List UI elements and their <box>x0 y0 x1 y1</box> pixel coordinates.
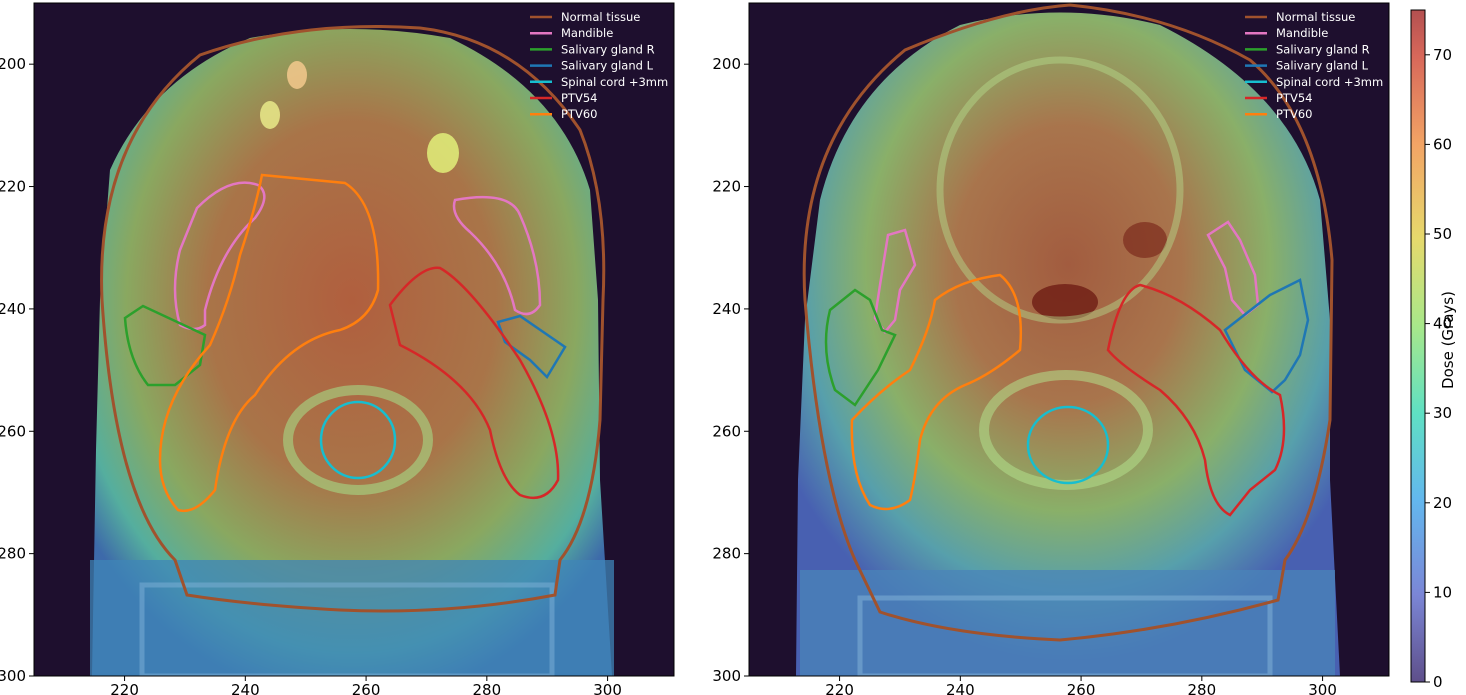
right-lower-band <box>800 570 1335 676</box>
x-tick-label: 280 <box>473 681 502 695</box>
right-contour-salivary-gland-r <box>824 288 897 407</box>
x-tick-label: 260 <box>1067 681 1096 695</box>
right-contour-ptv54 <box>1106 283 1286 517</box>
left-bone-spot <box>260 101 280 129</box>
left-contour-mandible <box>173 181 266 331</box>
colorbar-label: Dose (Grays) <box>1439 291 1457 389</box>
legend-entry: Spinal cord +3mm <box>1276 75 1383 89</box>
left-x-ticks: 220 240 260 280 300 <box>110 676 622 695</box>
y-tick-label: 280 <box>712 545 741 563</box>
x-tick-label: 220 <box>110 681 139 695</box>
legend-entry: Salivary gland L <box>1276 59 1369 73</box>
left-contour-salivary-gland-l <box>496 314 567 380</box>
right-vertebra <box>979 370 1153 490</box>
left-y-ticks: 200 220 240 260 280 300 <box>0 55 34 685</box>
left-contour-ptv60 <box>158 173 380 513</box>
right-legend: Normal tissue Mandible Salivary gland R Sal… <box>1245 10 1383 121</box>
colorbar-tick-label: 20 <box>1433 494 1452 512</box>
right-table-bar <box>857 595 1273 676</box>
right-contour-ptv60 <box>850 273 1023 511</box>
right-contour-normal-tissue <box>802 3 1334 642</box>
y-tick-label: 300 <box>0 667 26 685</box>
x-tick-label: 220 <box>825 681 854 695</box>
legend-entry: Salivary gland L <box>561 59 654 73</box>
y-tick-label: 240 <box>0 300 26 318</box>
right-dark-spot <box>1123 222 1167 258</box>
legend-entry: PTV54 <box>1276 91 1312 105</box>
legend-entry: PTV60 <box>1276 107 1312 121</box>
legend-entry: PTV60 <box>561 107 597 121</box>
left-dose-overlay <box>92 29 612 676</box>
colorbar-tick-label: 40 <box>1433 315 1452 333</box>
y-tick-label: 220 <box>0 178 26 196</box>
colorbar-tick-label: 60 <box>1433 135 1452 153</box>
colorbar-ticks: 0 10 20 30 40 50 60 70 <box>1425 46 1452 691</box>
x-tick-label: 260 <box>352 681 381 695</box>
left-legend: Normal tissue Mandible Salivary gland R Sal… <box>530 10 668 121</box>
left-dose-panel: 220 240 260 280 300 200 220 240 260 280 300 Norma… <box>0 2 675 695</box>
left-contour-ptv54 <box>388 266 560 500</box>
colorbar-tick-label: 10 <box>1433 583 1452 601</box>
left-bone-spot <box>427 133 459 173</box>
y-tick-label: 260 <box>712 422 741 440</box>
left-contour-normal-tissue <box>100 25 606 613</box>
y-tick-label: 200 <box>712 55 741 73</box>
y-tick-label: 280 <box>0 545 26 563</box>
left-bone-spot <box>287 61 307 89</box>
legend-entry: Spinal cord +3mm <box>561 75 668 89</box>
legend-entry: Mandible <box>561 26 613 40</box>
left-contour-spinal-cord <box>319 400 397 480</box>
right-dark-spot <box>1032 284 1098 320</box>
right-contour-spinal-cord <box>1026 405 1110 485</box>
right-dose-overlay <box>796 12 1340 676</box>
right-plot-frame <box>748 2 1390 677</box>
colorbar-tick-label: 70 <box>1433 46 1452 64</box>
y-tick-label: 200 <box>0 55 26 73</box>
colorbar-gradient <box>1410 9 1426 683</box>
x-tick-label: 240 <box>946 681 975 695</box>
legend-entry: PTV54 <box>561 91 597 105</box>
x-tick-label: 240 <box>231 681 260 695</box>
legend-entry: Mandible <box>1276 26 1328 40</box>
colorbar-tick-label: 0 <box>1433 673 1443 691</box>
left-lower-band <box>90 560 614 676</box>
x-tick-label: 300 <box>1308 681 1337 695</box>
left-contour-mandible <box>452 195 542 316</box>
legend-entry: Normal tissue <box>1276 10 1355 24</box>
right-dose-panel: 220 240 260 280 300 200 220 240 260 280 300 Norma… <box>712 2 1390 695</box>
legend-entry: Salivary gland R <box>561 42 655 56</box>
y-tick-label: 300 <box>712 667 741 685</box>
right-bone-arch <box>936 56 1184 324</box>
x-tick-label: 280 <box>1188 681 1217 695</box>
right-y-ticks: 200 220 240 260 280 300 <box>712 55 749 685</box>
colorbar-tick-label: 30 <box>1433 404 1452 422</box>
y-tick-label: 240 <box>712 300 741 318</box>
legend-entry: Normal tissue <box>561 10 640 24</box>
right-x-ticks: 220 240 260 280 300 <box>825 676 1337 695</box>
y-tick-label: 220 <box>712 178 741 196</box>
colorbar-tick-label: 50 <box>1433 225 1452 243</box>
left-vertebra <box>283 385 433 495</box>
y-tick-label: 260 <box>0 422 26 440</box>
legend-entry: Salivary gland R <box>1276 42 1370 56</box>
left-table-bar <box>139 582 555 676</box>
left-plot-frame <box>33 2 675 677</box>
dose-colorbar: 0 10 20 30 40 50 60 70 Dose (Grays) <box>1410 9 1457 691</box>
right-contour-mandible <box>873 228 917 335</box>
x-tick-label: 300 <box>593 681 622 695</box>
right-contour-salivary-gland-l <box>1223 278 1310 394</box>
